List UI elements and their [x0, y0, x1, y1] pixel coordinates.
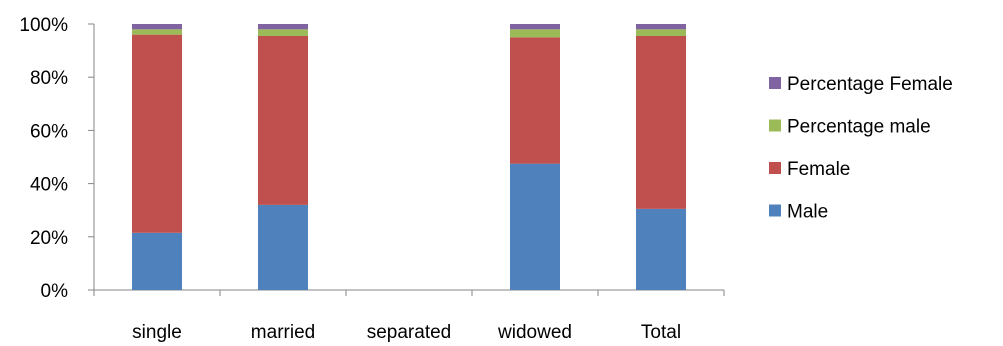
x-tick-label: separated: [367, 322, 452, 343]
legend-label-male: Male: [787, 202, 828, 223]
legend-label-percentage-male: Percentage male: [787, 117, 931, 138]
legend-swatch-percentage-female: [769, 77, 781, 89]
x-tick-label: married: [251, 322, 315, 343]
bar-widowed-percentage-female: [510, 24, 560, 30]
bar-total-female: [636, 35, 686, 209]
y-tick-label: 40%: [30, 175, 68, 196]
legend-label-percentage-female: Percentage Female: [787, 74, 953, 95]
bar-total-percentage-female: [636, 24, 686, 30]
legend-label-female: Female: [787, 159, 850, 180]
bar-total-percentage-male: [636, 29, 686, 36]
bar-widowed-female: [510, 37, 560, 164]
legend-swatch-percentage-male: [769, 119, 781, 132]
bar-total-male: [636, 208, 686, 290]
bar-married-female: [258, 35, 308, 205]
bar-single-female: [132, 34, 182, 233]
bar-single-male: [132, 232, 182, 290]
y-tick-label: 100%: [19, 15, 68, 36]
x-tick-label: Total: [641, 322, 681, 343]
x-tick-label: single: [132, 322, 182, 343]
y-tick-label: 80%: [30, 68, 68, 89]
x-tick-label: widowed: [497, 322, 572, 343]
y-tick-label: 20%: [30, 228, 68, 249]
bar-widowed-male: [510, 163, 560, 290]
bar-single-percentage-male: [132, 29, 182, 35]
y-tick-label: 60%: [30, 121, 68, 142]
y-tick-label: 0%: [41, 281, 69, 302]
bar-widowed-percentage-male: [510, 29, 560, 38]
legend-swatch-male: [769, 204, 781, 217]
bar-married-percentage-male: [258, 29, 308, 36]
bar-single-percentage-female: [132, 24, 182, 30]
legend-swatch-female: [769, 162, 781, 174]
bar-married-male: [258, 204, 308, 290]
bar-married-percentage-female: [258, 24, 308, 30]
